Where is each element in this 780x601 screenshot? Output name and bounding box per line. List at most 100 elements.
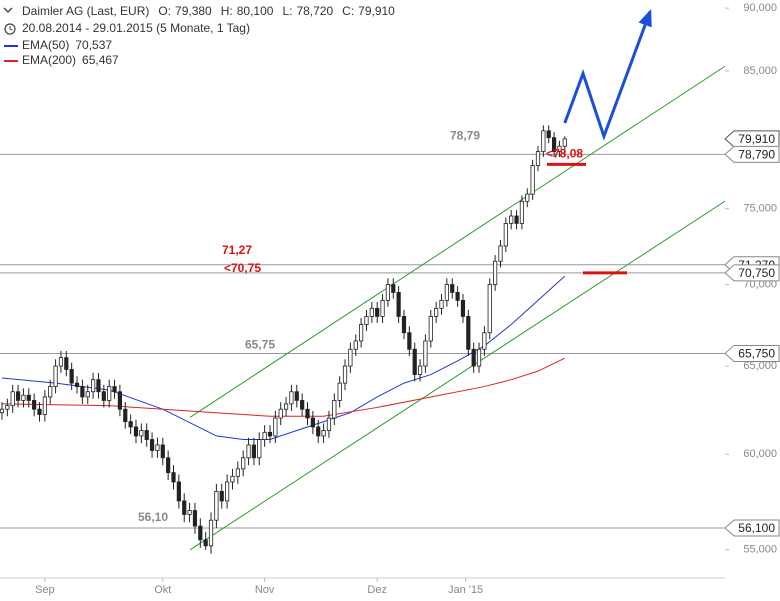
candle-body (155, 444, 160, 451)
candle-body (289, 391, 294, 405)
candle-body (53, 365, 58, 387)
price-box (724, 130, 780, 148)
stat-name: H: (221, 4, 233, 18)
candle-body (305, 408, 310, 419)
candle-body (460, 299, 466, 317)
candle-body (235, 468, 240, 477)
candle-body (48, 386, 53, 398)
clock-hands (9, 26, 13, 31)
candle-body (364, 316, 369, 325)
candle-body (391, 284, 396, 293)
candle-body (316, 426, 321, 437)
price-box-label: 65,750 (738, 347, 775, 361)
icon-arrow (3, 7, 13, 14)
price-box (724, 344, 780, 362)
candle-body (37, 408, 42, 415)
candle-body (407, 332, 412, 350)
candle-body (96, 379, 101, 393)
y-tick-label: 70,000 (743, 278, 777, 290)
y-tick-label: 90,000 (743, 2, 777, 14)
candle-body (273, 417, 278, 437)
candle-body (262, 431, 267, 440)
candle-body (144, 430, 149, 440)
candle-body (375, 307, 380, 317)
candle-body (246, 444, 251, 459)
stat-name: C: (342, 4, 354, 18)
candle-body (101, 391, 106, 401)
candle-body (423, 340, 428, 367)
stat-value: 79,380 (175, 4, 212, 18)
candle-body (182, 500, 187, 515)
candle-body (557, 145, 562, 152)
legend-name: EMA(200) (22, 53, 76, 67)
candle-body (267, 431, 273, 437)
stat-name: L: (282, 4, 292, 18)
candle-body (332, 400, 337, 419)
candle-body (294, 391, 299, 401)
x-tick-label: Sep (35, 584, 55, 596)
candle-body (482, 332, 487, 350)
candle-body (535, 151, 541, 166)
candle-body (15, 391, 21, 401)
candle-body (5, 405, 10, 410)
x-tick-label: Nov (255, 584, 275, 596)
candle-body (42, 396, 47, 415)
axis-background (725, 0, 780, 580)
candle-body (21, 394, 26, 401)
candle-body (337, 382, 342, 401)
candle-body (417, 365, 423, 375)
candle-body (439, 299, 444, 309)
candle-body (64, 357, 69, 370)
ema-line (1, 275, 566, 441)
candle-body (139, 430, 144, 437)
candle-body (487, 284, 492, 334)
projection-line (563, 11, 652, 141)
candle-body (546, 130, 551, 139)
candle-body (198, 525, 203, 541)
channel-line (189, 165, 780, 551)
candle-body (74, 382, 80, 387)
x-tick-label: Jan '15 (448, 584, 483, 596)
level-label: 78,79 (450, 129, 480, 143)
candle-body (300, 400, 305, 410)
legend-name: EMA(50) (22, 38, 69, 52)
candle-body (412, 348, 417, 375)
x-tick-label: Okt (154, 584, 171, 596)
candle-body (187, 510, 192, 515)
candle-body (444, 284, 449, 301)
candle-body (112, 386, 117, 393)
candle-body (385, 284, 391, 301)
y-tick-label: 75,000 (743, 203, 777, 215)
legend-value: 65,467 (82, 53, 119, 67)
candle-body (69, 369, 74, 384)
candle-body (369, 307, 374, 317)
candle-body (503, 223, 508, 247)
candle-body (278, 408, 283, 419)
header-title: Daimler AG (Last, EUR) O: 79,380 H: 80,100 L:… (22, 4, 395, 18)
candle-body (283, 403, 289, 410)
y-tick-label: 60,000 (743, 448, 777, 460)
candle-body (257, 439, 262, 459)
candle-body (476, 348, 482, 367)
candle-body (107, 386, 112, 401)
candle-body (310, 417, 315, 428)
candle-body (225, 481, 230, 502)
candle-body (0, 408, 5, 414)
level-label: 71,27 (222, 243, 252, 257)
candle-body (321, 430, 326, 437)
ema-line (1, 357, 566, 417)
candle-body (80, 386, 85, 398)
candle-body (171, 472, 176, 483)
legend-value: 70,537 (75, 38, 112, 52)
channel-line (189, 29, 780, 418)
candle-body (498, 245, 503, 262)
candle-body (160, 444, 165, 459)
price-box-label: 56,100 (738, 521, 775, 535)
projection-arrowhead (638, 8, 652, 28)
stat-name: O: (158, 4, 171, 18)
price-box-label: 70,750 (738, 266, 775, 280)
candle-body (32, 400, 37, 410)
candle-body (551, 137, 557, 152)
candle-body (359, 324, 364, 342)
